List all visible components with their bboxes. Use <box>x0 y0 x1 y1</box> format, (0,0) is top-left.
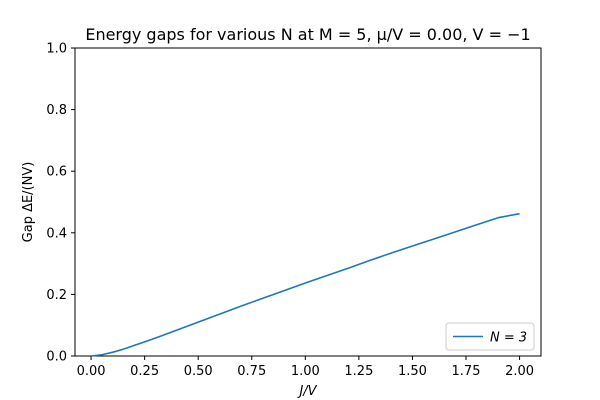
x-tick-label: 1.75 <box>452 364 481 379</box>
legend: N = 3 <box>445 322 535 351</box>
x-tick-label: 0.50 <box>184 364 213 379</box>
y-tick-label: 0.8 <box>46 103 67 118</box>
x-axis: 0.00 0.25 0.50 0.75 1.00 1.25 1.50 1.75 2.00 <box>77 356 534 379</box>
series-line <box>90 212 520 357</box>
plot-area <box>74 47 542 357</box>
x-tick-label: 0.75 <box>237 364 266 379</box>
x-tick-label: 0.00 <box>77 364 106 379</box>
y-tick-label: 0.6 <box>46 165 67 180</box>
y-axis: 0.0 0.2 0.4 0.6 0.8 1.0 <box>46 42 75 365</box>
x-tick-label: 1.50 <box>398 364 427 379</box>
plot-frame <box>74 47 542 357</box>
chart-title: Energy gaps for various N at M = 5, μ/V … <box>85 25 530 44</box>
y-tick-label: 0.2 <box>46 288 67 303</box>
x-tick-label: 0.25 <box>130 364 159 379</box>
series-layer <box>90 212 520 357</box>
legend-label: N = 3 <box>490 331 527 346</box>
x-axis-label: J/V <box>296 384 317 399</box>
y-tick-label: 0.4 <box>46 226 67 241</box>
y-axis-label: Gap ΔE/(NV) <box>21 162 36 243</box>
x-tick-label: 2.00 <box>505 364 534 379</box>
x-tick-label: 1.25 <box>344 364 373 379</box>
y-tick-label: 0.0 <box>46 350 67 365</box>
y-tick-label: 1.0 <box>46 42 67 57</box>
legend-box <box>445 322 535 351</box>
x-tick-label: 1.00 <box>291 364 320 379</box>
